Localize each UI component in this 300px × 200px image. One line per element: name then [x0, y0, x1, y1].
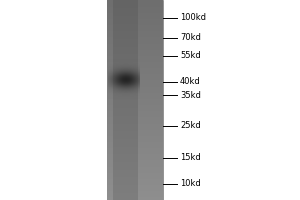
- Text: 55kd: 55kd: [180, 51, 201, 60]
- Text: 40kd: 40kd: [180, 77, 201, 86]
- Text: 10kd: 10kd: [180, 180, 201, 188]
- Text: 70kd: 70kd: [180, 33, 201, 43]
- Text: 25kd: 25kd: [180, 121, 201, 130]
- Text: 100kd: 100kd: [180, 14, 206, 22]
- Text: 35kd: 35kd: [180, 90, 201, 99]
- Text: 15kd: 15kd: [180, 154, 201, 162]
